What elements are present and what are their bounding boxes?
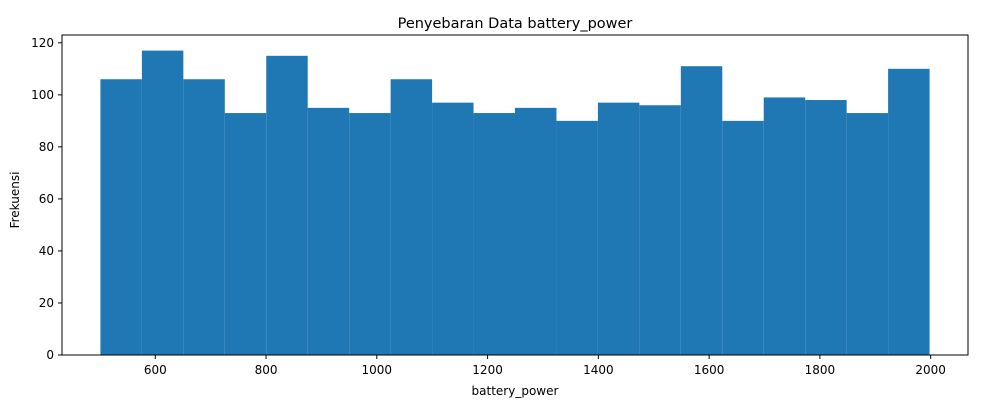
y-tick-label: 0 [46, 348, 54, 362]
histogram-bar [846, 113, 889, 355]
y-tick-label: 80 [39, 140, 54, 154]
histogram-bar [888, 68, 930, 355]
histogram-bar [349, 113, 391, 355]
y-tick-label: 20 [39, 296, 54, 310]
histogram-bar [515, 107, 557, 356]
x-tick-label: 1400 [583, 363, 614, 377]
histogram-bar [556, 120, 598, 355]
chart-title: Penyebaran Data battery_power [398, 16, 633, 32]
x-axis-label: battery_power [472, 384, 559, 398]
histogram-bar [307, 107, 350, 356]
y-axis-label: Frekuensi [8, 172, 22, 229]
x-tick-label: 1800 [805, 363, 836, 377]
x-tick-label: 600 [144, 363, 167, 377]
y-tick-label: 40 [39, 244, 54, 258]
histogram-bar [473, 113, 515, 355]
plot-axes [61, 34, 969, 356]
plot-frame [61, 34, 969, 356]
histogram-bar [680, 66, 723, 355]
histogram-bars [100, 50, 930, 356]
histogram-bar [722, 120, 764, 355]
histogram-bar [141, 50, 184, 356]
x-axis-ticks: 600 800 1000 1200 1400 1600 1800 2000 [144, 355, 946, 377]
x-tick-label: 1600 [694, 363, 725, 377]
histogram-bar [763, 97, 806, 355]
x-tick-label: 1200 [472, 363, 503, 377]
histogram-bar [597, 102, 640, 355]
histogram-bar [805, 100, 847, 355]
histogram-bar [639, 105, 681, 356]
y-tick-label: 60 [39, 192, 54, 206]
y-tick-label: 120 [31, 36, 54, 50]
x-tick-label: 2000 [915, 363, 946, 377]
y-tick-label: 100 [31, 88, 54, 102]
histogram-bar [224, 113, 267, 355]
histogram-bar [390, 79, 433, 355]
histogram-bar [266, 55, 308, 355]
histogram-bar [183, 79, 225, 355]
x-tick-label: 1000 [362, 363, 393, 377]
x-tick-label: 800 [255, 363, 278, 377]
histogram-bar [432, 102, 474, 355]
histogram-bar [100, 79, 142, 355]
y-axis-ticks: 0 20 40 60 80 100 120 [31, 36, 62, 362]
